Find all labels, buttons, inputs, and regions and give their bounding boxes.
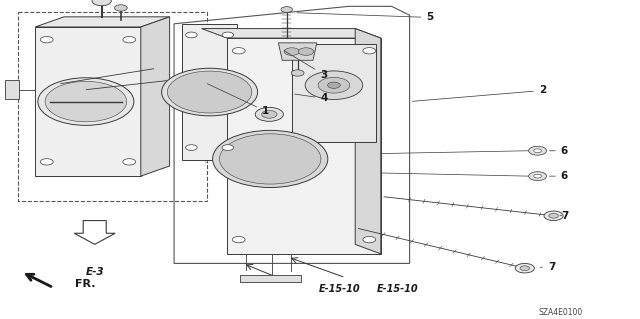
Polygon shape <box>240 275 301 282</box>
Circle shape <box>186 145 197 151</box>
Circle shape <box>45 81 127 122</box>
Circle shape <box>232 236 245 243</box>
Circle shape <box>529 172 547 181</box>
Circle shape <box>529 146 547 155</box>
Circle shape <box>363 236 376 243</box>
Circle shape <box>284 48 300 56</box>
Text: 4: 4 <box>294 93 328 103</box>
Text: 3: 3 <box>284 51 328 79</box>
Circle shape <box>222 145 234 151</box>
Bar <box>292 44 376 142</box>
Circle shape <box>220 134 321 184</box>
Circle shape <box>92 0 111 6</box>
Text: 2: 2 <box>412 85 547 101</box>
Text: 5: 5 <box>297 12 434 22</box>
Polygon shape <box>182 24 237 160</box>
Circle shape <box>534 174 541 178</box>
Circle shape <box>123 159 136 165</box>
Text: 7: 7 <box>540 262 556 271</box>
Bar <box>18 12 207 201</box>
Text: 7: 7 <box>560 211 568 221</box>
Circle shape <box>186 32 197 38</box>
Polygon shape <box>141 17 170 176</box>
Circle shape <box>167 71 252 113</box>
Circle shape <box>281 7 292 12</box>
Circle shape <box>520 266 529 271</box>
Circle shape <box>534 149 541 153</box>
Polygon shape <box>74 220 115 244</box>
Circle shape <box>318 78 350 93</box>
Text: E-15-10: E-15-10 <box>318 284 360 294</box>
Circle shape <box>161 68 257 116</box>
Circle shape <box>298 48 314 56</box>
Circle shape <box>123 36 136 43</box>
Text: SZA4E0100: SZA4E0100 <box>538 308 582 317</box>
Circle shape <box>549 213 559 218</box>
Circle shape <box>40 36 53 43</box>
Text: 6: 6 <box>549 171 568 181</box>
Circle shape <box>222 32 234 38</box>
Text: E-15-10: E-15-10 <box>377 284 419 294</box>
Circle shape <box>544 211 563 220</box>
Polygon shape <box>227 38 381 254</box>
Circle shape <box>38 78 134 125</box>
Circle shape <box>291 70 304 76</box>
Bar <box>5 80 19 99</box>
Circle shape <box>232 48 245 54</box>
Polygon shape <box>35 17 170 27</box>
Circle shape <box>305 71 363 100</box>
Circle shape <box>115 5 127 11</box>
Circle shape <box>328 82 340 88</box>
Text: 6: 6 <box>549 146 568 156</box>
Text: 1: 1 <box>207 84 269 116</box>
Polygon shape <box>278 43 317 60</box>
Circle shape <box>262 110 277 118</box>
Circle shape <box>40 159 53 165</box>
Text: E-3: E-3 <box>85 267 104 277</box>
Circle shape <box>212 130 328 188</box>
Polygon shape <box>35 27 141 176</box>
Polygon shape <box>355 29 381 254</box>
Circle shape <box>363 48 376 54</box>
Text: FR.: FR. <box>75 279 95 289</box>
Polygon shape <box>202 29 381 38</box>
Circle shape <box>515 263 534 273</box>
Circle shape <box>255 108 284 121</box>
